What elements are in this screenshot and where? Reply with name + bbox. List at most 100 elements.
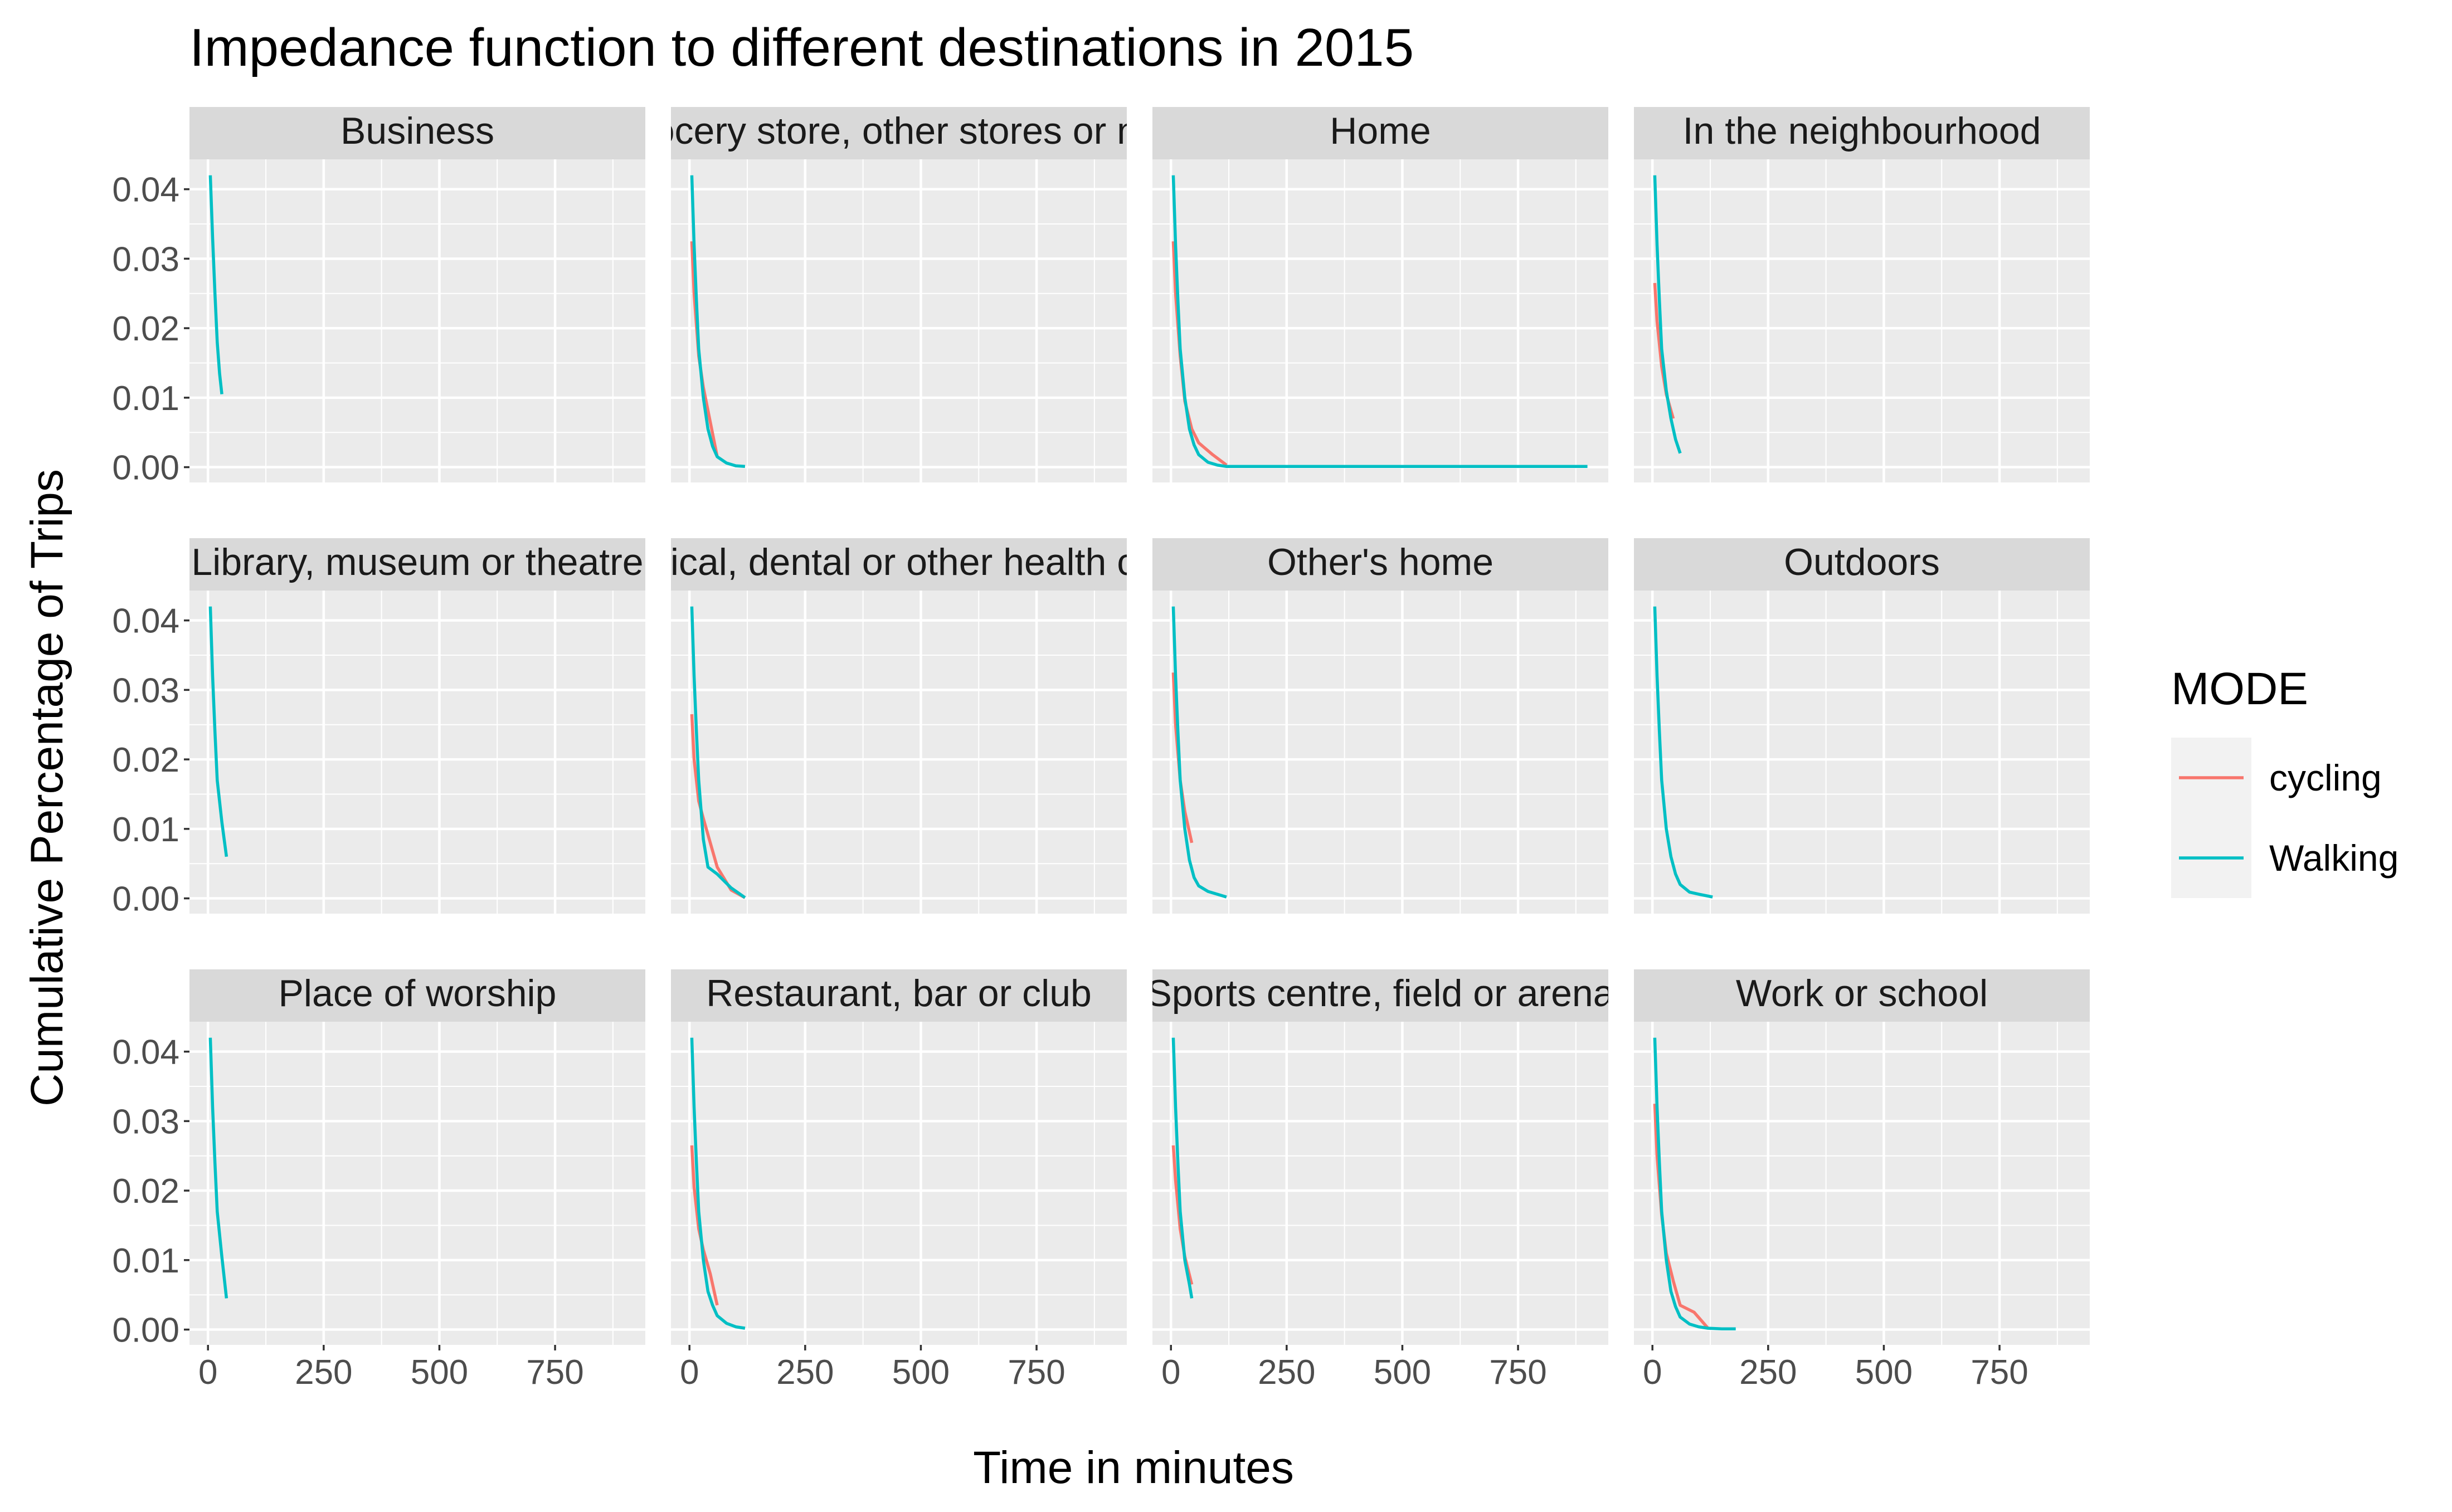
legend-label-cycling: cycling — [2269, 757, 2382, 798]
facet-strip-label: Work or school — [1736, 972, 1988, 1014]
y-tick-label: 0.03 — [112, 240, 179, 279]
y-axis-title: Cumulative Percentage of Trips — [22, 469, 72, 1106]
panel-background — [1152, 159, 1608, 482]
facet-strip — [671, 107, 1127, 159]
x-tick-label: 250 — [1739, 1353, 1797, 1392]
y-tick-label: 0.01 — [112, 811, 179, 849]
series-line-walking — [690, 606, 746, 899]
x-tick-label: 750 — [526, 1353, 583, 1392]
x-axis-title: Time in minutes — [973, 1442, 1294, 1493]
chart-title: Impedance function to different destinat… — [189, 18, 1414, 77]
facet-strip — [1634, 538, 2090, 591]
legend-label-walking: Walking — [2269, 837, 2399, 879]
facet-strip — [189, 107, 645, 159]
facet-strip-label: Sports centre, field or arena — [1146, 972, 1614, 1014]
facet-sports-centre-field-or-arena: Sports centre, field or arena 0 250 500 750 — [1146, 969, 1614, 1392]
x-tick-label: 0 — [198, 1353, 217, 1392]
series-line-walking — [208, 1037, 228, 1299]
x-tick-label: 0 — [680, 1353, 699, 1392]
x-tick-label: 250 — [776, 1353, 834, 1392]
series-line-walking — [1653, 175, 1682, 454]
series-line-walking — [1171, 606, 1227, 899]
facet-strip — [671, 969, 1127, 1022]
facet-place-of-worship: Place of worship 0.00 0.01 0.02 0.03 0.04 0 250… — [112, 969, 645, 1392]
panel-background — [1152, 1022, 1608, 1345]
facet-strip-label: Other's home — [1267, 541, 1493, 583]
y-tick-label: 0.04 — [112, 171, 179, 209]
x-tick-label: 750 — [1008, 1353, 1065, 1392]
facet-other-s-home: Other's home — [1152, 538, 1608, 914]
series-line-walking — [1171, 175, 1588, 469]
panel-background — [1634, 159, 2090, 482]
x-tick-label: 750 — [1971, 1353, 2028, 1392]
facet-library-museum-or-theatre: Library, museum or theatre 0.00 0.01 0.02 0.… — [112, 538, 645, 919]
panel-background — [671, 159, 1127, 482]
x-tick-label: 0 — [1161, 1353, 1180, 1392]
panel-background — [189, 159, 645, 482]
facet-strip — [671, 538, 1127, 591]
facet-strip-label: In the neighbourhood — [1683, 110, 2041, 152]
panel-background — [1634, 1022, 2090, 1345]
facet-grid: Business 0.00 0.01 0.02 0.03 0.04 Grocery stor… — [112, 107, 2090, 1392]
series-line-walking — [208, 606, 228, 857]
facet-strip-label: Business — [340, 110, 494, 152]
series-line-walking — [690, 175, 746, 469]
facet-strip — [1634, 969, 2090, 1022]
legend: MODE cycling Walking — [2171, 664, 2399, 898]
facet-strip — [189, 538, 645, 591]
y-tick-label: 0.02 — [112, 741, 179, 779]
series-line-cycling — [1653, 1104, 1709, 1329]
x-tick-label: 750 — [1489, 1353, 1546, 1392]
series-line-walking — [208, 175, 223, 394]
facet-strip-label: Library, museum or theatre — [191, 541, 643, 583]
series-line-cycling — [690, 714, 746, 899]
facet-strip — [1152, 107, 1608, 159]
facet-strip — [1152, 538, 1608, 591]
panel-background — [671, 1022, 1127, 1345]
x-tick-label: 0 — [1643, 1353, 1662, 1392]
series-line-walking — [1171, 1037, 1194, 1299]
series-line-walking — [690, 1037, 746, 1330]
y-tick-label: 0.03 — [112, 1103, 179, 1141]
facet-strip-label: Home — [1330, 110, 1431, 152]
panel-background — [1634, 591, 2090, 914]
y-tick-label: 0.04 — [112, 602, 179, 641]
y-tick-label: 0.00 — [112, 449, 179, 487]
facet-strip-label: Outdoors — [1784, 541, 1940, 583]
y-tick-label: 0.01 — [112, 379, 179, 418]
facet-business: Business 0.00 0.01 0.02 0.03 0.04 — [112, 107, 645, 487]
facet-strip — [1634, 107, 2090, 159]
facet-strip-label: Place of worship — [279, 972, 557, 1014]
y-tick-label: 0.03 — [112, 671, 179, 710]
facet-strip — [189, 969, 645, 1022]
panel-background — [189, 591, 645, 914]
facet-work-or-school: Work or school 0 250 500 750 — [1634, 969, 2090, 1392]
panel-background — [1152, 591, 1608, 914]
facet-grocery-store-other-stores-or-mall: Grocery store, other stores or mall — [611, 107, 1186, 482]
facet-medical-dental-or-other-health-clinic: Medical, dental or other health clinic — [597, 538, 1201, 914]
y-tick-label: 0.02 — [112, 310, 179, 348]
x-tick-label: 250 — [295, 1353, 352, 1392]
y-tick-label: 0.04 — [112, 1033, 179, 1072]
panel-background — [671, 591, 1127, 914]
y-tick-label: 0.00 — [112, 880, 179, 919]
legend-title: MODE — [2171, 664, 2308, 714]
y-tick-label: 0.00 — [112, 1311, 179, 1350]
x-tick-label: 500 — [411, 1353, 468, 1392]
x-tick-label: 250 — [1258, 1353, 1315, 1392]
series-line-walking — [1653, 606, 1713, 899]
facet-strip — [1152, 969, 1608, 1022]
facet-strip-label: Medical, dental or other health clinic — [597, 541, 1201, 583]
panel-background — [189, 1022, 645, 1345]
x-tick-label: 500 — [1374, 1353, 1431, 1392]
facet-strip-label: Grocery store, other stores or mall — [611, 110, 1186, 152]
x-tick-label: 500 — [892, 1353, 950, 1392]
series-line-walking — [1653, 1037, 1736, 1331]
y-tick-label: 0.02 — [112, 1172, 179, 1211]
x-tick-label: 500 — [1855, 1353, 1913, 1392]
facet-outdoors: Outdoors — [1634, 538, 2090, 914]
y-tick-label: 0.01 — [112, 1242, 179, 1280]
facet-home: Home — [1152, 107, 1608, 482]
facet-restaurant-bar-or-club: Restaurant, bar or club 0 250 500 750 — [671, 969, 1127, 1392]
